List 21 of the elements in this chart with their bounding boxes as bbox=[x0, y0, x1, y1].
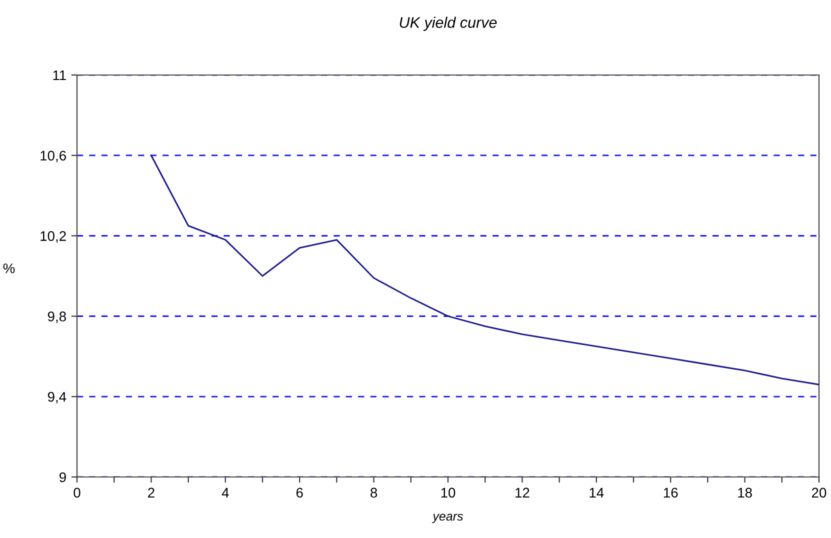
x-tick-label: 0 bbox=[74, 488, 80, 498]
y-axis-title: % bbox=[3, 263, 15, 274]
x-tick-label: 4 bbox=[222, 488, 229, 498]
x-tick-label: 16 bbox=[664, 488, 678, 498]
y-tick-label: 9,8 bbox=[48, 312, 66, 324]
x-tick-label: 14 bbox=[590, 488, 604, 498]
line-series bbox=[150, 154, 819, 386]
y-tick-label: 10,2 bbox=[40, 231, 66, 243]
x-tick-label: 18 bbox=[738, 488, 752, 498]
x-tick-label: 6 bbox=[296, 488, 303, 498]
y-tick-label: 11 bbox=[53, 70, 66, 80]
x-tick-label: 2 bbox=[148, 488, 154, 498]
x-tick-label: 8 bbox=[370, 488, 378, 498]
y-tick-label: 10,6 bbox=[40, 150, 66, 162]
y-tick-label: 9,4 bbox=[48, 392, 66, 404]
x-tick-label: 20 bbox=[812, 488, 826, 498]
chart-title: UK yield curve bbox=[400, 16, 497, 31]
x-tick-label: 10 bbox=[441, 488, 456, 498]
x-axis-title: years bbox=[432, 514, 464, 524]
y-tick-label: 9 bbox=[60, 472, 66, 482]
x-tick-label: 12 bbox=[516, 488, 530, 498]
